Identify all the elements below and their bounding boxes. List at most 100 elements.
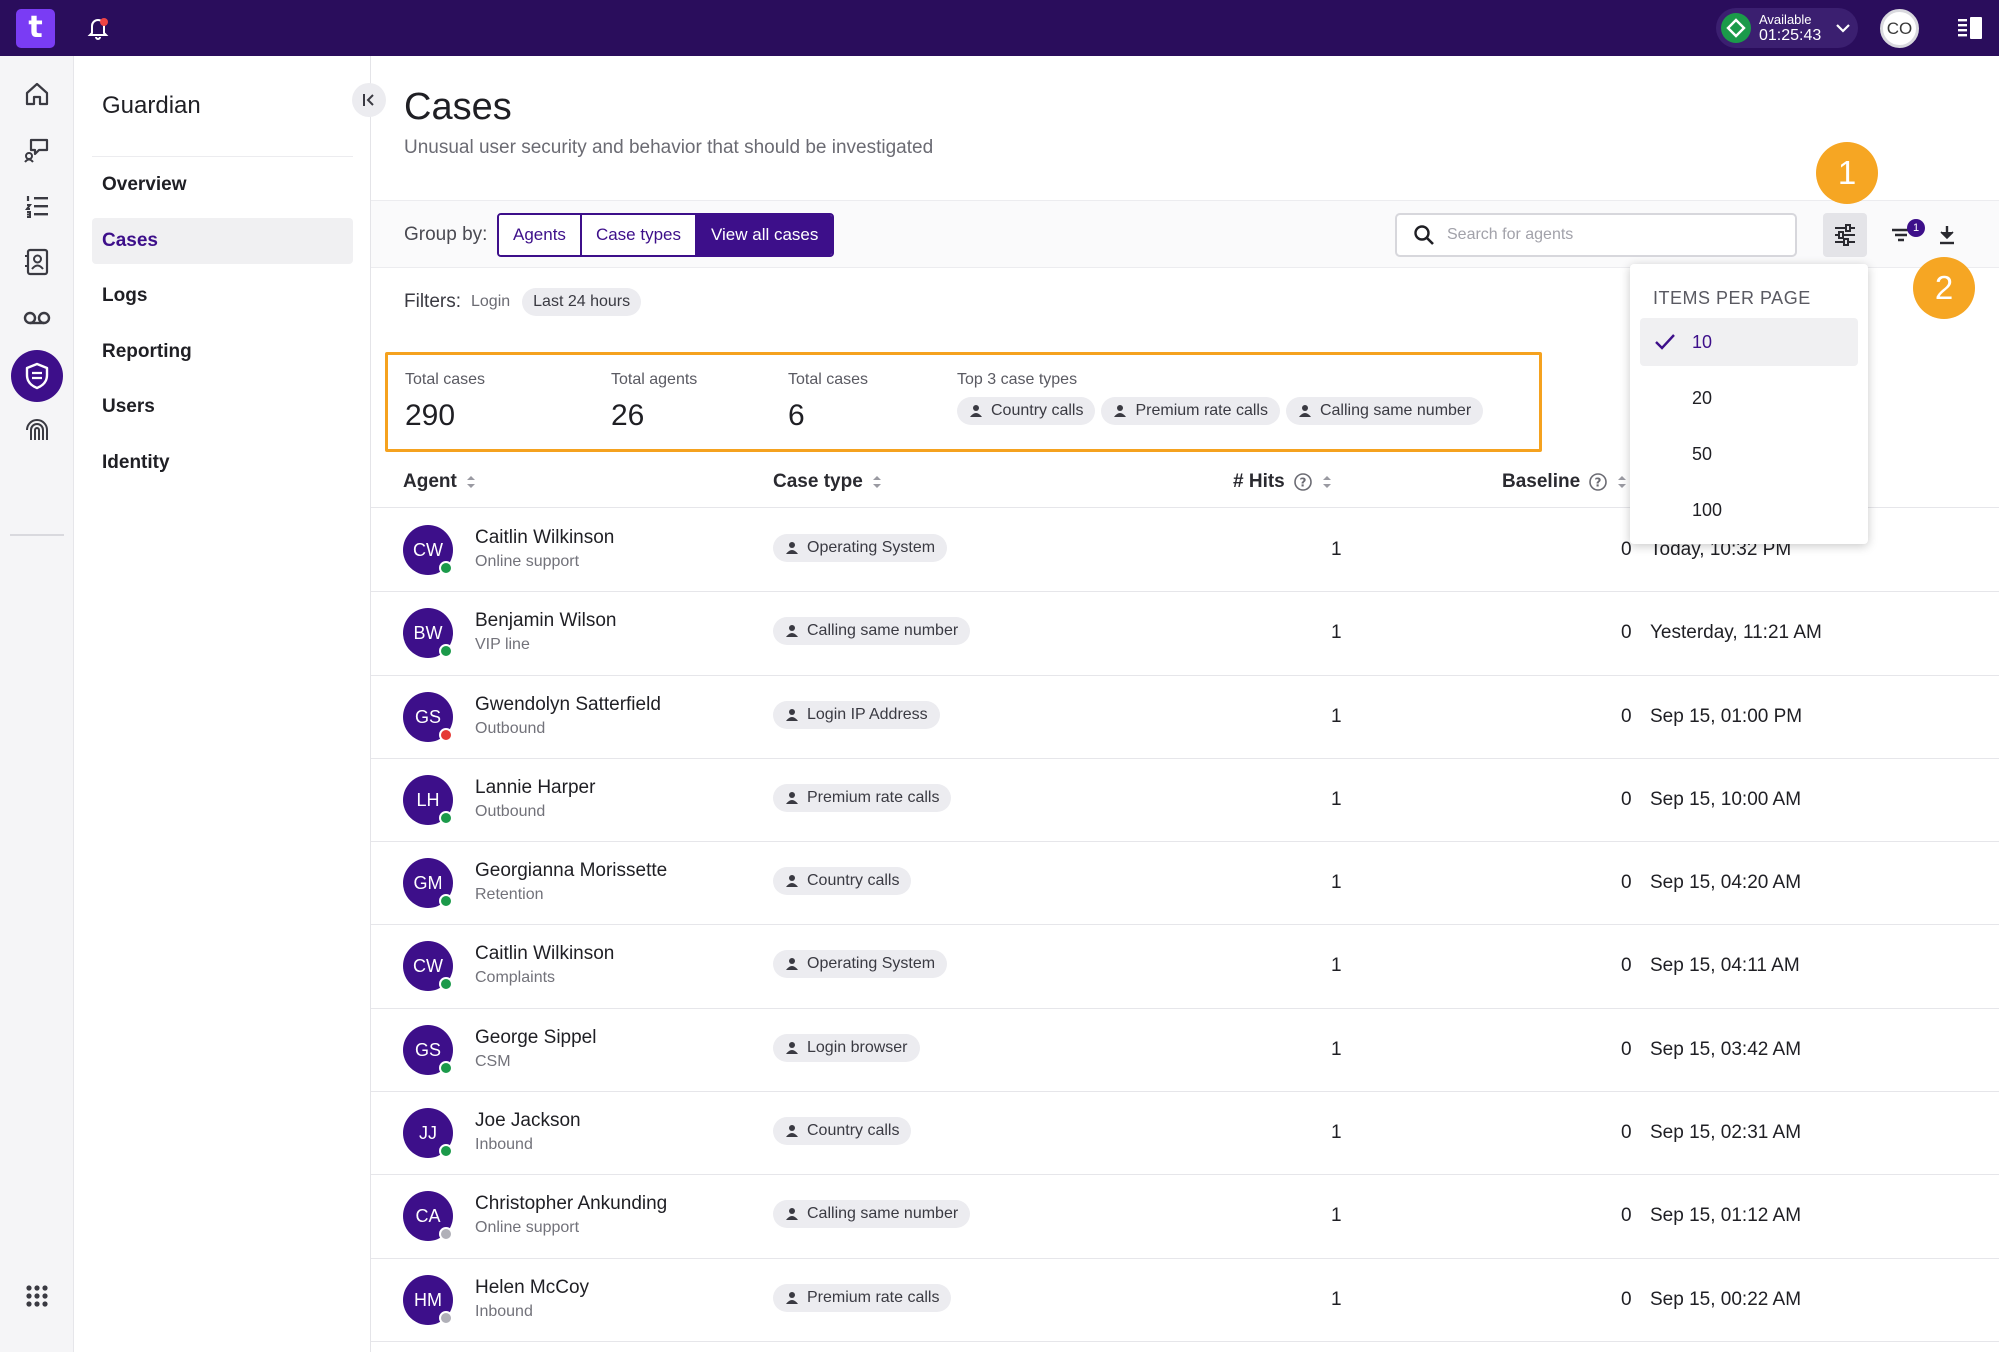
table-row[interactable]: CW Caitlin Wilkinson Online support Operati… — [371, 509, 1999, 593]
group-by-case-types-button[interactable]: Case types — [581, 215, 697, 255]
agent-team: Outbound — [475, 802, 546, 820]
column-header-baseline[interactable]: Baseline? — [1502, 471, 1628, 493]
hits-value: 1 — [1331, 1205, 1342, 1227]
case-type-chip: Operating System — [773, 950, 948, 979]
table-row[interactable]: LH Lannie Harper Outbound Premium rate call… — [371, 759, 1999, 843]
sidebar-item-identity[interactable]: Identity — [102, 452, 170, 473]
agent-name[interactable]: Caitlin Wilkinson — [475, 527, 615, 548]
items-per-page-option-10[interactable]: 10 — [1640, 318, 1858, 366]
hits-value: 1 — [1331, 1038, 1342, 1060]
download-button[interactable] — [1927, 213, 1967, 257]
availability-status-toggle[interactable]: Available 01:25:43 — [1716, 8, 1858, 48]
hits-value: 1 — [1331, 788, 1342, 810]
sidebar-item-logs[interactable]: Logs — [102, 285, 148, 306]
case-date: Sep 15, 02:31 AM — [1650, 1122, 1802, 1144]
agent-name[interactable]: Lannie Harper — [475, 776, 596, 798]
sidebar-item-cases[interactable]: Cases — [92, 218, 353, 264]
agent-name[interactable]: Christopher Ankunding — [475, 1193, 668, 1215]
agent-name[interactable]: George Sippel — [475, 1026, 597, 1048]
agent-name[interactable]: Helen McCoy — [475, 1276, 590, 1298]
agent-team: VIP line — [475, 636, 530, 654]
filter-chip-time-range[interactable]: Last 24 hours — [522, 288, 642, 316]
shield-icon[interactable] — [11, 350, 63, 402]
baseline-value: 0 — [1621, 622, 1632, 644]
agent-status-dot — [439, 810, 453, 825]
table-row[interactable]: JJ Joe Jackson Inbound Country calls 1 0 Sep 1… — [371, 1092, 1999, 1176]
case-type-chip[interactable]: Calling same number — [1285, 397, 1484, 425]
help-icon[interactable]: ? — [1293, 472, 1313, 492]
sidebar-item-users[interactable]: Users — [102, 396, 155, 417]
contacts-icon[interactable] — [17, 242, 57, 282]
table-row[interactable]: CA Christopher Ankunding Online support Cal… — [371, 1175, 1999, 1259]
notification-bell-icon[interactable] — [84, 14, 112, 42]
person-icon — [786, 708, 798, 721]
table-row[interactable]: GS George Sippel CSM Login browser 1 0 Sep 15,… — [371, 1009, 1999, 1093]
group-by-agents-button[interactable]: Agents — [499, 215, 582, 255]
agent-name[interactable]: Joe Jackson — [475, 1110, 581, 1132]
column-header-label: Agent — [403, 471, 457, 492]
rail-divider — [10, 534, 64, 536]
home-icon[interactable] — [17, 74, 57, 114]
voicemail-icon[interactable] — [17, 298, 57, 338]
side-panel-icon[interactable] — [1957, 16, 1983, 40]
hits-value: 1 — [1331, 1288, 1342, 1310]
svg-text:?: ? — [1595, 476, 1602, 490]
items-per-page-dropdown: ITEMS PER PAGE 10 20 50 100 — [1630, 264, 1868, 544]
case-type-chip[interactable]: Premium rate calls — [1101, 397, 1280, 425]
main-content: Cases Unusual user security and behavior… — [371, 56, 1999, 1352]
page-title: Cases — [404, 86, 512, 128]
search-agents-input[interactable] — [1447, 226, 1777, 244]
case-type-chip[interactable]: Country calls — [957, 397, 1096, 425]
baseline-value: 0 — [1621, 1205, 1632, 1227]
hits-value: 1 — [1331, 955, 1342, 977]
items-per-page-option-100[interactable]: 100 — [1640, 486, 1858, 534]
fingerprint-icon[interactable] — [17, 410, 57, 450]
case-date: Yesterday, 11:21 AM — [1650, 622, 1822, 644]
case-type-chip-label: Calling same number — [1319, 402, 1472, 419]
baseline-value: 0 — [1621, 1288, 1632, 1310]
baseline-value: 0 — [1621, 1122, 1632, 1144]
sidebar-divider — [92, 156, 353, 157]
agent-name[interactable]: Georgianna Morissette — [475, 860, 668, 882]
column-header-agent[interactable]: Agent — [403, 471, 477, 493]
app-logo[interactable]: t — [16, 9, 55, 48]
search-icon — [1414, 225, 1434, 245]
sidebar-item-reporting[interactable]: Reporting — [102, 341, 192, 362]
group-by-label: Group by: — [404, 224, 488, 245]
list-icon[interactable] — [17, 186, 57, 226]
case-type-chip-label: Premium rate calls — [1135, 402, 1268, 419]
agent-name[interactable]: Caitlin Wilkinson — [475, 943, 615, 965]
case-type-label: Premium rate calls — [807, 1288, 940, 1306]
items-per-page-option-20[interactable]: 20 — [1640, 374, 1858, 422]
user-avatar[interactable]: CO — [1880, 9, 1919, 48]
table-settings-button[interactable] — [1823, 213, 1867, 257]
filter-key: Login — [471, 293, 511, 310]
baseline-value: 0 — [1621, 1038, 1632, 1060]
column-header-hits[interactable]: # Hits? — [1233, 471, 1333, 493]
case-date: Sep 15, 00:22 AM — [1650, 1288, 1802, 1310]
agent-name[interactable]: Gwendolyn Satterfield — [475, 693, 661, 715]
person-icon — [786, 1208, 798, 1221]
sidebar-item-overview[interactable]: Overview — [102, 174, 187, 195]
agent-name[interactable]: Benjamin Wilson — [475, 610, 617, 632]
sort-icon — [872, 476, 881, 488]
table-row[interactable]: CW Caitlin Wilkinson Complaints Operating S… — [371, 925, 1999, 1009]
help-icon[interactable]: ? — [1588, 472, 1608, 492]
table-row[interactable]: BW Benjamin Wilson VIP line Calling same nu… — [371, 592, 1999, 676]
conversations-icon[interactable] — [17, 130, 57, 170]
table-row[interactable]: HM Helen McCoy Inbound Premium rate calls 1 0… — [371, 1259, 1999, 1342]
table-header: Agent Case type # Hits? Baseline? — [371, 456, 1999, 508]
person-icon — [786, 625, 798, 638]
items-per-page-option-50[interactable]: 50 — [1640, 430, 1858, 478]
apps-grid-icon[interactable] — [17, 1276, 57, 1316]
check-icon — [1655, 334, 1675, 350]
section-sidebar: Guardian Overview Cases Logs Reporting U… — [74, 56, 386, 1352]
collapse-sidebar-button[interactable] — [352, 83, 386, 117]
view-all-cases-button[interactable]: View all cases — [696, 215, 833, 255]
case-date: Sep 15, 01:12 AM — [1650, 1205, 1802, 1227]
filter-button[interactable]: 1 — [1881, 213, 1925, 257]
table-row[interactable]: GS Gwendolyn Satterfield Outbound Login IP … — [371, 676, 1999, 759]
agent-status-dot — [439, 894, 453, 909]
column-header-case-type[interactable]: Case type — [773, 471, 883, 493]
table-row[interactable]: GM Georgianna Morissette Retention Country … — [371, 842, 1999, 926]
